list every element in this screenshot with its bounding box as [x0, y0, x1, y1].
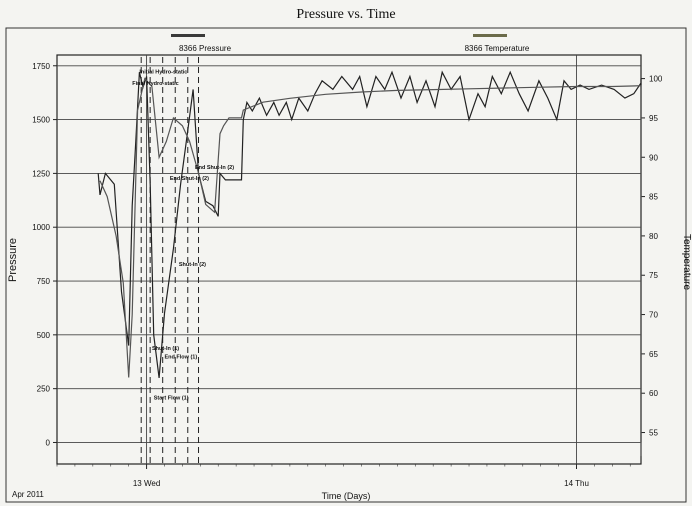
event-annotation: Final Hydro-static	[132, 81, 178, 87]
y2-tick-label: 95	[649, 114, 658, 123]
y-axis-label: Pressure	[7, 238, 19, 282]
legend-swatch	[171, 34, 205, 37]
legend-label: 8366 Pressure	[179, 44, 232, 53]
legend-label: 8366 Temperature	[465, 44, 530, 53]
y-tick-label: 1000	[32, 223, 50, 232]
chart-title: Pressure vs. Time	[296, 7, 396, 22]
y2-tick-label: 80	[649, 232, 658, 241]
y2-tick-label: 65	[649, 350, 658, 359]
y2-tick-label: 85	[649, 193, 658, 202]
y2-tick-label: 70	[649, 311, 658, 320]
y-tick-label: 1500	[32, 116, 50, 125]
pressure-series-line	[97, 70, 642, 443]
y-tick-label: 1250	[32, 169, 50, 178]
event-annotation: End Flow (1)	[164, 355, 197, 361]
y-tick-label: 500	[37, 331, 51, 340]
y2-axis-label: Temperature	[681, 234, 692, 291]
y2-tick-label: 60	[649, 389, 658, 398]
event-annotation: End Shut-In (2)	[170, 176, 209, 182]
x-tick-label: 13 Wed	[133, 479, 160, 488]
legend-swatch	[473, 34, 507, 37]
x-tick-label: 14 Thu	[564, 479, 589, 488]
temperature-series-line	[99, 77, 642, 457]
y-tick-label: 1750	[32, 62, 50, 71]
y2-tick-label: 75	[649, 271, 658, 280]
y2-tick-label: 100	[649, 75, 663, 84]
x-axis-label: Time (Days)	[322, 491, 371, 501]
y2-tick-label: 90	[649, 153, 658, 162]
y-tick-label: 250	[37, 385, 51, 394]
plot-frame	[56, 54, 642, 465]
x-corner-label: Apr 2011	[12, 490, 44, 499]
y2-tick-label: 55	[649, 429, 658, 438]
event-annotation: Initial Hydro-static	[139, 69, 187, 75]
y-tick-label: 0	[46, 438, 51, 447]
event-annotation: Shut-In (1)	[152, 346, 179, 352]
y-tick-label: 750	[37, 277, 51, 286]
event-annotation: Start Flow (1)	[154, 395, 189, 401]
event-annotation: End Shut-In (2)	[195, 165, 234, 171]
event-annotation: Shut-In (2)	[179, 262, 206, 268]
outer-border	[5, 27, 687, 503]
